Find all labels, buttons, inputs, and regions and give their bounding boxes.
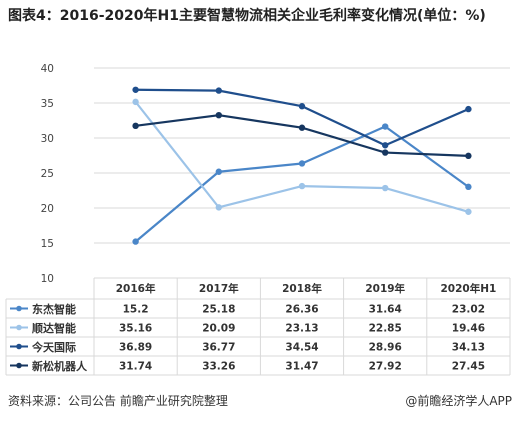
data-point	[298, 103, 306, 110]
legend-marker	[16, 305, 22, 312]
data-label: 27.45	[452, 361, 485, 373]
data-label: 31.74	[119, 361, 152, 373]
data-label: 34.54	[285, 342, 318, 354]
source-note: 资料来源：公司公告 前瞻产业研究院整理	[8, 394, 228, 408]
data-label: 23.13	[285, 323, 318, 335]
data-point	[465, 183, 472, 191]
data-point	[132, 98, 139, 106]
brand-label: @前瞻经济学人APP	[405, 394, 512, 408]
data-label: 19.46	[452, 323, 485, 335]
legend-marker	[16, 362, 22, 369]
data-point	[465, 105, 472, 113]
y-tick-label: 15	[41, 238, 54, 250]
x-tick-label: 2020年H1	[440, 282, 496, 295]
legend-label: 今天国际	[31, 340, 76, 354]
x-tick-label: 2019年	[365, 282, 405, 295]
data-point	[382, 123, 389, 130]
legend-label: 新松机器人	[32, 359, 88, 373]
x-tick-label: 2016年	[116, 282, 156, 295]
data-label: 36.89	[119, 342, 152, 354]
data-point	[298, 160, 306, 167]
legend-label: 东杰智能	[32, 302, 76, 316]
data-label: 35.16	[119, 323, 152, 335]
series-line	[135, 88, 469, 147]
data-label: 25.18	[202, 304, 235, 316]
chart-title: 图表4：2016-2020年H1主要智慧物流相关企业毛利率变化情况(单位：%)	[8, 8, 486, 24]
y-tick-label: 40	[41, 63, 54, 75]
data-point	[382, 142, 389, 149]
line-chart: 10 15 20 25 30 35 40 2016年 2017年 2018年 2019年 2020年H…	[5, 63, 511, 376]
y-tick-label: 35	[41, 98, 54, 110]
x-tick-label: 2018年	[282, 282, 322, 295]
data-label: 27.92	[369, 361, 402, 373]
data-point	[215, 87, 222, 94]
data-label: 23.02	[452, 304, 485, 316]
data-point	[465, 152, 472, 160]
data-label: 34.13	[452, 342, 485, 354]
data-point	[382, 149, 389, 156]
data-label: 28.96	[369, 342, 402, 354]
data-point	[132, 86, 139, 93]
legend-marker	[16, 324, 22, 331]
data-point	[298, 124, 306, 131]
data-point	[215, 204, 222, 211]
y-tick-label: 25	[41, 168, 54, 180]
data-point	[298, 182, 306, 190]
data-label: 31.64	[369, 304, 402, 316]
data-label: 31.47	[285, 361, 318, 373]
data-label: 33.26	[202, 361, 235, 373]
legend-marker	[16, 343, 22, 350]
x-tick-label: 2017年	[199, 282, 239, 295]
data-label: 15.2	[123, 304, 149, 316]
data-label: 36.77	[202, 342, 235, 354]
data-label: 20.09	[202, 323, 235, 335]
data-point	[132, 238, 139, 245]
data-label: 26.36	[285, 304, 318, 316]
data-point	[132, 122, 139, 130]
y-tick-label: 10	[41, 273, 54, 285]
data-point	[215, 168, 222, 175]
data-point	[215, 111, 222, 119]
legend-label: 顺达智能	[32, 321, 76, 335]
y-tick-label: 30	[41, 133, 54, 145]
data-label: 22.85	[369, 323, 402, 335]
y-tick-label: 20	[41, 203, 54, 215]
data-point	[382, 184, 389, 192]
data-point	[465, 208, 472, 215]
